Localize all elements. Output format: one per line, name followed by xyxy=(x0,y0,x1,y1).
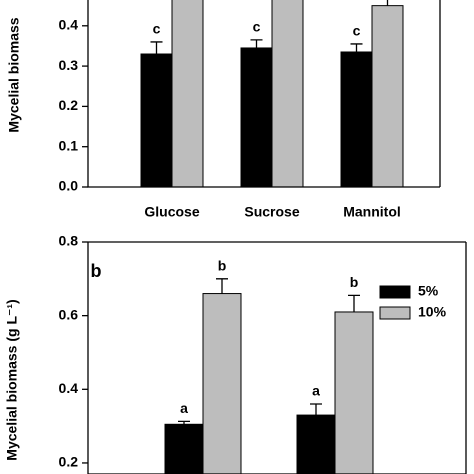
legend-swatch xyxy=(379,306,411,320)
y-tick-label: 0.6 xyxy=(59,306,79,322)
x-tick-label: Sucrose xyxy=(244,204,299,220)
error-bar xyxy=(348,294,360,312)
significance-letter: a xyxy=(180,400,188,416)
bar xyxy=(240,47,273,187)
y-tick-label: 0.2 xyxy=(59,454,79,470)
bar xyxy=(296,414,336,474)
bar xyxy=(371,5,404,187)
bar xyxy=(140,53,173,187)
y-axis-label: Mycelial biomass (g L⁻¹) xyxy=(4,299,20,460)
y-tick-label: 0.1 xyxy=(59,137,79,153)
error-bar xyxy=(386,0,389,6)
bar xyxy=(334,311,374,474)
y-tick-label: 0.4 xyxy=(59,380,79,396)
significance-letter: c xyxy=(353,23,361,39)
significance-letter: c xyxy=(153,21,161,37)
axes-frame xyxy=(87,0,441,188)
significance-letter: a xyxy=(312,383,320,399)
significance-letter: c xyxy=(253,19,261,35)
y-tick-label: 0.8 xyxy=(59,233,79,249)
error-bar xyxy=(250,39,263,48)
y-axis-label: Mycelial biomass xyxy=(6,17,22,132)
y-tick-label: 0.2 xyxy=(59,97,79,113)
x-tick-label: Mannitol xyxy=(343,204,401,220)
bar xyxy=(340,51,373,187)
significance-letter: b xyxy=(350,274,359,290)
error-bar xyxy=(310,403,322,416)
significance-letter: b xyxy=(218,258,227,274)
legend-label: 5% xyxy=(418,283,439,299)
x-tick-label: Glucose xyxy=(144,204,199,220)
legend-swatch xyxy=(379,285,411,299)
panel-label: b xyxy=(91,261,102,281)
bar xyxy=(202,293,242,474)
plot-area: a a b b xyxy=(164,258,374,474)
error-bar xyxy=(178,420,190,425)
legend-label: 10% xyxy=(418,304,447,320)
bar xyxy=(164,423,204,474)
bar xyxy=(171,0,204,187)
y-tick-label: 0.4 xyxy=(59,16,79,32)
axes-frame xyxy=(87,241,467,474)
error-bar xyxy=(150,41,163,55)
error-bar xyxy=(216,278,228,294)
bar xyxy=(271,0,304,187)
y-tick-label: 0.3 xyxy=(59,57,79,73)
y-tick-label: 0.0 xyxy=(59,178,79,194)
error-bar xyxy=(350,43,363,52)
